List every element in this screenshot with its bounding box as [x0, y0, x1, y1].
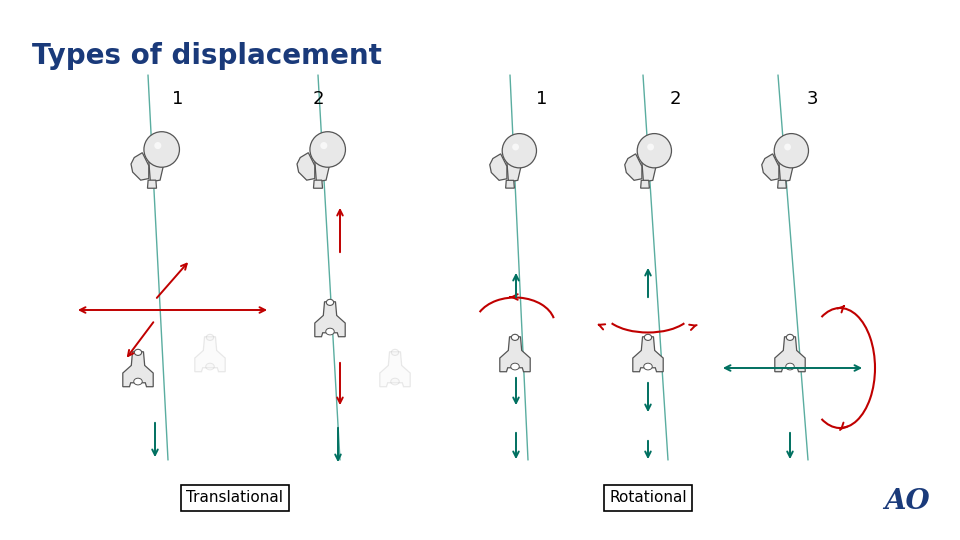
Polygon shape — [761, 154, 779, 180]
Text: Rotational: Rotational — [610, 490, 686, 505]
Polygon shape — [315, 159, 331, 182]
Ellipse shape — [392, 349, 398, 355]
Ellipse shape — [134, 349, 142, 355]
Polygon shape — [297, 153, 315, 180]
Polygon shape — [123, 352, 154, 387]
Text: Translational: Translational — [186, 490, 283, 505]
Text: Types of displacement: Types of displacement — [32, 42, 382, 70]
Text: 2: 2 — [312, 90, 324, 108]
Polygon shape — [315, 302, 346, 337]
Ellipse shape — [785, 363, 794, 370]
Polygon shape — [775, 337, 805, 372]
Ellipse shape — [511, 363, 519, 370]
Text: AO: AO — [884, 488, 930, 515]
Polygon shape — [779, 160, 795, 182]
Circle shape — [310, 132, 346, 167]
Polygon shape — [195, 337, 226, 372]
Circle shape — [502, 133, 537, 168]
Text: 1: 1 — [537, 90, 548, 108]
Text: 1: 1 — [172, 90, 183, 108]
Polygon shape — [625, 154, 642, 180]
Polygon shape — [778, 180, 786, 188]
Polygon shape — [507, 160, 522, 182]
Text: 3: 3 — [806, 90, 818, 108]
Polygon shape — [500, 337, 530, 372]
Polygon shape — [149, 159, 165, 182]
Polygon shape — [633, 337, 663, 372]
Polygon shape — [131, 153, 149, 180]
Ellipse shape — [133, 378, 142, 385]
Ellipse shape — [325, 328, 334, 335]
Ellipse shape — [512, 334, 518, 340]
Circle shape — [774, 133, 808, 168]
Circle shape — [784, 144, 791, 151]
Ellipse shape — [205, 363, 214, 370]
Circle shape — [513, 144, 519, 151]
Polygon shape — [148, 180, 156, 188]
Polygon shape — [490, 154, 507, 180]
Ellipse shape — [786, 334, 794, 340]
Circle shape — [647, 144, 654, 151]
Ellipse shape — [644, 363, 652, 370]
Ellipse shape — [644, 334, 652, 340]
Polygon shape — [314, 180, 323, 188]
Ellipse shape — [206, 334, 214, 340]
Circle shape — [155, 142, 161, 149]
Polygon shape — [640, 180, 649, 188]
Circle shape — [321, 142, 327, 149]
Polygon shape — [380, 352, 410, 387]
Circle shape — [144, 132, 180, 167]
Ellipse shape — [326, 299, 334, 306]
Polygon shape — [642, 160, 658, 182]
Circle shape — [637, 133, 671, 168]
Text: 2: 2 — [669, 90, 681, 108]
Ellipse shape — [391, 378, 399, 385]
Polygon shape — [506, 180, 515, 188]
